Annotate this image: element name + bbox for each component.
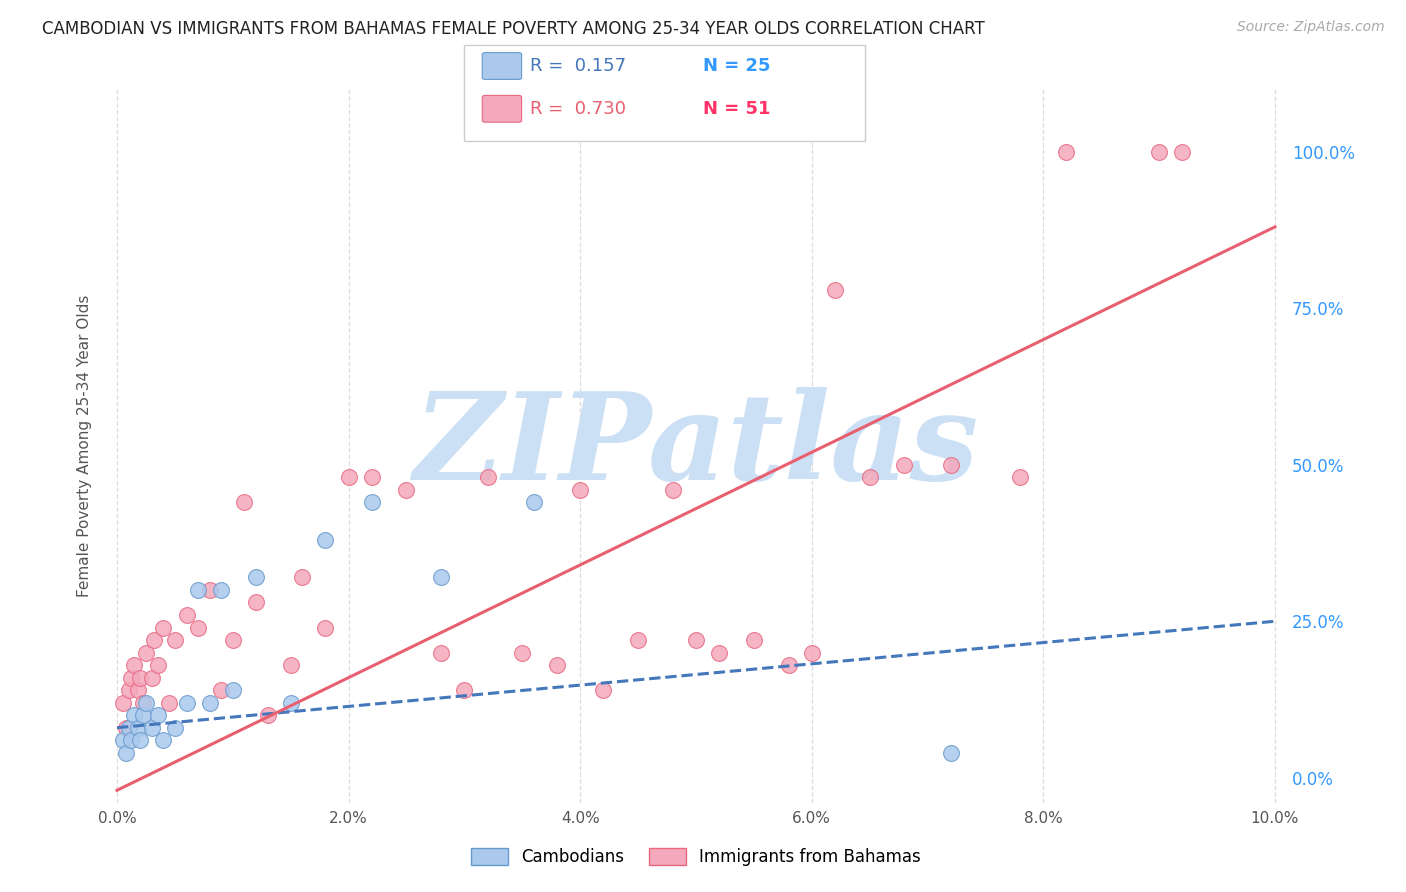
Point	[187, 621, 209, 635]
Point	[859, 470, 882, 484]
Text: N = 25: N = 25	[703, 57, 770, 75]
Point	[157, 696, 180, 710]
Point	[141, 721, 163, 735]
Point	[430, 570, 453, 584]
Point	[1147, 145, 1170, 159]
Text: CAMBODIAN VS IMMIGRANTS FROM BAHAMAS FEMALE POVERTY AMONG 25-34 YEAR OLDS CORREL: CAMBODIAN VS IMMIGRANTS FROM BAHAMAS FEM…	[42, 20, 986, 37]
Point	[510, 646, 533, 660]
Point	[127, 683, 149, 698]
Point	[742, 633, 765, 648]
Point	[893, 458, 915, 472]
Text: ZIPatlas: ZIPatlas	[413, 387, 979, 505]
Point	[120, 671, 142, 685]
Point	[163, 721, 186, 735]
Point	[778, 658, 800, 673]
Point	[209, 582, 232, 597]
Point	[146, 708, 169, 723]
Point	[280, 658, 302, 673]
Point	[120, 733, 142, 747]
Point	[360, 470, 382, 484]
Point	[135, 696, 157, 710]
Point	[141, 671, 163, 685]
Point	[146, 658, 169, 673]
Text: N = 51: N = 51	[703, 100, 770, 118]
Point	[176, 696, 198, 710]
Y-axis label: Female Poverty Among 25-34 Year Olds: Female Poverty Among 25-34 Year Olds	[76, 295, 91, 597]
Point	[135, 646, 157, 660]
Point	[1056, 145, 1078, 159]
Legend: Cambodians, Immigrants from Bahamas: Cambodians, Immigrants from Bahamas	[464, 841, 928, 873]
Point	[117, 683, 139, 698]
Point	[131, 696, 153, 710]
Point	[291, 570, 314, 584]
Point	[430, 646, 453, 660]
Point	[360, 495, 382, 509]
Point	[111, 696, 134, 710]
Point	[546, 658, 568, 673]
Point	[115, 721, 138, 735]
Point	[129, 671, 152, 685]
Point	[115, 746, 138, 760]
Point	[256, 708, 278, 723]
Point	[939, 746, 962, 760]
Point	[245, 595, 267, 609]
Point	[523, 495, 546, 509]
Point	[685, 633, 707, 648]
Text: R =  0.157: R = 0.157	[530, 57, 626, 75]
Point	[939, 458, 962, 472]
Point	[117, 721, 139, 735]
Text: Source: ZipAtlas.com: Source: ZipAtlas.com	[1237, 20, 1385, 34]
Point	[1010, 470, 1032, 484]
Point	[314, 621, 336, 635]
Point	[131, 708, 153, 723]
Point	[280, 696, 302, 710]
Point	[569, 483, 592, 497]
Text: R =  0.730: R = 0.730	[530, 100, 626, 118]
Point	[800, 646, 823, 660]
Point	[163, 633, 186, 648]
Point	[187, 582, 209, 597]
Point	[337, 470, 360, 484]
Point	[245, 570, 267, 584]
Point	[824, 283, 846, 297]
Point	[477, 470, 499, 484]
Point	[111, 733, 134, 747]
Point	[124, 658, 146, 673]
Point	[662, 483, 685, 497]
Point	[592, 683, 614, 698]
Point	[152, 733, 174, 747]
Point	[198, 696, 221, 710]
Point	[222, 633, 245, 648]
Point	[176, 607, 198, 622]
Point	[222, 683, 245, 698]
Point	[198, 582, 221, 597]
Point	[627, 633, 650, 648]
Point	[143, 633, 166, 648]
Point	[129, 733, 152, 747]
Point	[1171, 145, 1194, 159]
Point	[124, 708, 146, 723]
Point	[127, 721, 149, 735]
Point	[707, 646, 730, 660]
Point	[233, 495, 256, 509]
Point	[453, 683, 475, 698]
Point	[395, 483, 418, 497]
Point	[152, 621, 174, 635]
Point	[314, 533, 336, 547]
Point	[209, 683, 232, 698]
